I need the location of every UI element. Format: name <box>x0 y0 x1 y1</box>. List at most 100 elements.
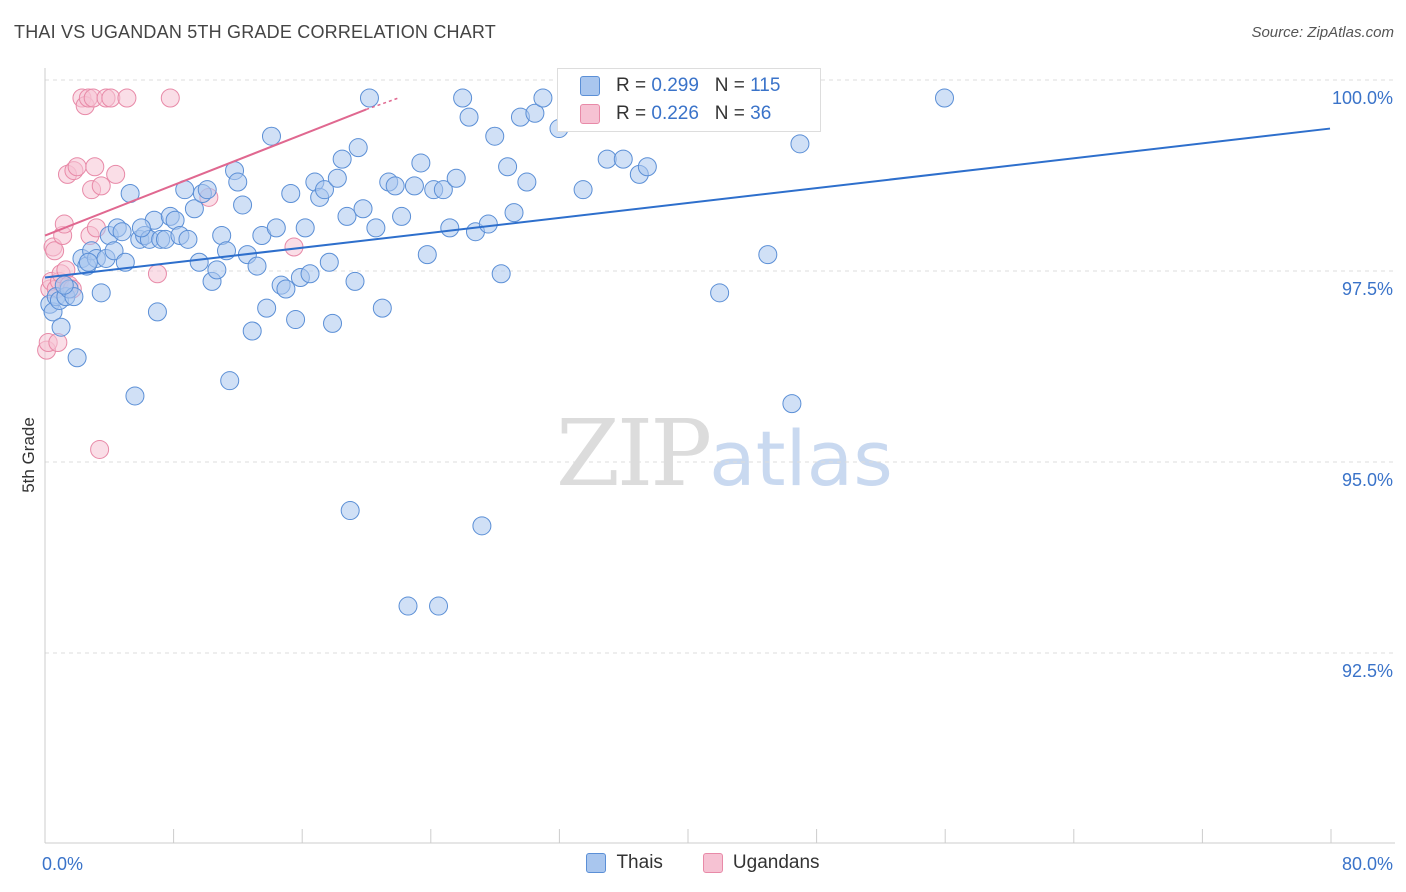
legend-swatch-ugandans <box>702 853 723 873</box>
stats-swatch-ugandans <box>580 104 600 124</box>
point-thais <box>366 218 386 238</box>
point-thais <box>935 88 954 108</box>
point-thais <box>242 321 262 341</box>
point-thais <box>485 126 505 146</box>
point-thais <box>261 126 281 146</box>
source-label: Source: ZipAtlas.com <box>1251 24 1394 41</box>
point-thais <box>637 157 657 177</box>
point-thais <box>286 310 306 330</box>
point-ugandans <box>91 176 111 196</box>
point-thais <box>411 153 431 173</box>
point-ugandans <box>117 88 137 108</box>
y-tick-label: 100.0% <box>1332 88 1393 108</box>
point-thais <box>758 245 778 265</box>
legend-item-thais[interactable]: Thais <box>586 852 663 874</box>
y-tick-label: 92.5% <box>1342 661 1393 681</box>
point-thais <box>327 168 347 188</box>
point-thais <box>257 298 277 318</box>
point-thais <box>340 501 360 521</box>
point-thais <box>404 176 424 196</box>
point-thais <box>131 218 151 238</box>
watermark: ZIPatlas <box>556 400 893 507</box>
point-thais <box>446 168 466 188</box>
stats-legend: R = 0.299 N = 115 R = 0.226 N = 36 <box>557 68 821 132</box>
point-thais <box>398 596 418 616</box>
point-thais <box>332 149 352 169</box>
point-thais <box>67 348 87 368</box>
y-tick-label: 95.0% <box>1342 470 1393 490</box>
point-thais <box>433 180 453 200</box>
point-thais <box>220 371 240 391</box>
legend-label-thais: Thais <box>616 852 663 873</box>
point-thais <box>459 107 479 127</box>
point-thais <box>453 88 473 108</box>
point-thais <box>112 222 132 242</box>
legend-item-ugandans[interactable]: Ugandans <box>702 852 820 874</box>
point-thais <box>300 264 320 284</box>
point-ugandans <box>67 157 87 177</box>
point-thais <box>104 241 124 261</box>
point-thais <box>281 184 301 203</box>
point-thais <box>337 206 357 226</box>
point-ugandans <box>147 264 167 284</box>
point-thais <box>125 386 145 406</box>
point-thais <box>504 203 524 223</box>
stats-thais-n-value: 115 <box>750 75 781 96</box>
point-thais <box>345 271 365 291</box>
point-thais <box>517 172 537 192</box>
point-thais <box>147 302 167 322</box>
point-thais <box>189 252 209 272</box>
point-thais <box>417 245 437 265</box>
point-thais <box>525 103 545 123</box>
trend-line-ugandans <box>44 108 367 237</box>
point-thais <box>790 134 810 154</box>
point-thais <box>597 149 617 169</box>
point-ugandans <box>90 439 110 459</box>
stats-ugandans-n-label: N = <box>714 103 751 124</box>
legend-swatch-thais <box>586 853 607 873</box>
point-thais <box>51 317 71 337</box>
point-thais <box>54 275 74 295</box>
point-thais <box>385 176 405 196</box>
watermark-atlas: atlas <box>709 414 893 503</box>
point-thais <box>295 218 315 238</box>
point-thais <box>91 283 111 303</box>
stats-ugandans-r-label: R = <box>616 103 652 124</box>
point-thais <box>266 218 286 238</box>
point-thais <box>314 180 334 200</box>
point-thais <box>498 157 518 177</box>
point-ugandans <box>101 88 121 108</box>
point-thais <box>613 149 633 169</box>
legend-label-ugandans: Ugandans <box>732 852 820 873</box>
point-thais <box>472 516 492 536</box>
stats-thais-r-label: R = <box>616 75 652 96</box>
point-thais <box>276 279 296 299</box>
stats-ugandans-r-value: 0.226 <box>651 103 699 124</box>
point-thais <box>228 172 248 192</box>
point-thais <box>233 195 253 215</box>
point-ugandans <box>160 88 180 108</box>
y-tick-label: 97.5% <box>1342 279 1393 299</box>
point-thais <box>348 138 368 158</box>
point-ugandans <box>45 241 65 261</box>
stats-thais-n-label: N = <box>714 75 751 96</box>
point-thais <box>429 596 449 616</box>
watermark-zip: ZIP <box>556 400 712 507</box>
stats-row-ugandans: R = 0.226 N = 36 <box>580 99 771 129</box>
point-thais <box>207 260 227 280</box>
point-thais <box>710 283 730 303</box>
stats-thais-r-value: 0.299 <box>651 75 699 96</box>
point-thais <box>491 264 511 284</box>
trend-line-thais <box>44 127 1331 279</box>
point-thais <box>353 199 373 219</box>
point-thais <box>184 199 204 219</box>
point-thais <box>78 252 98 272</box>
point-thais <box>359 88 379 108</box>
point-thais <box>372 298 392 318</box>
stats-row-thais: R = 0.299 N = 115 <box>580 71 781 101</box>
point-ugandans <box>106 164 126 184</box>
point-thais <box>478 214 498 234</box>
point-thais <box>178 229 198 249</box>
stats-swatch-thais <box>580 76 600 96</box>
point-thais <box>533 88 553 108</box>
